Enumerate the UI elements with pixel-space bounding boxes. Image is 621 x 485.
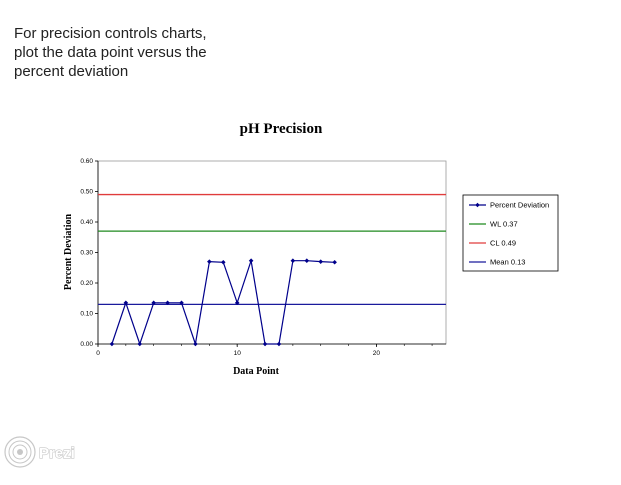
data-point-marker (248, 258, 254, 264)
legend-label: CL 0.49 (490, 239, 516, 248)
data-point-marker (290, 258, 296, 264)
prezi-logo-icon (4, 436, 36, 468)
data-point-marker (304, 258, 310, 264)
data-point-marker (220, 259, 226, 265)
legend-box (462, 194, 559, 272)
y-tick-label: 0.60 (80, 158, 93, 165)
data-point-marker (165, 300, 170, 306)
data-point-marker (151, 300, 156, 306)
slide-text-line-1: For precision controls charts, (14, 25, 207, 42)
prezi-logo: Prezi (2, 433, 82, 471)
y-tick-label: 0.40 (80, 219, 93, 226)
data-point-marker (234, 300, 240, 306)
plot-frame (97, 160, 447, 345)
x-tick-label: 0 (96, 350, 100, 357)
y-axis-label: Percent Deviation (63, 213, 74, 290)
data-point-marker (318, 259, 324, 264)
y-tick-label: 0.30 (80, 250, 93, 257)
chart-legend: Percent Deviation WL 0.37 CL 0.49 Mean 0.13 (462, 194, 559, 272)
y-tick-label: 0.00 (80, 341, 93, 348)
data-point-marker (276, 341, 282, 347)
data-point-marker (332, 259, 337, 265)
slide-text-line-2: plot the data point versus the (14, 44, 207, 61)
legend-marker (475, 202, 480, 208)
x-tick-label: 10 (234, 350, 242, 357)
legend-label: Mean 0.13 (490, 258, 525, 267)
data-point-marker (262, 341, 268, 347)
data-point-marker (193, 341, 198, 347)
legend-label: Percent Deviation (490, 201, 549, 210)
legend-label: WL 0.37 (490, 220, 518, 229)
slide-text: For precision controls charts, plot the … (14, 24, 254, 81)
prezi-logo-text: Prezi (39, 445, 75, 462)
data-point-marker (137, 341, 143, 347)
data-point-marker (179, 300, 184, 306)
x-tick-label: 20 (373, 350, 381, 357)
y-tick-label: 0.20 (80, 280, 93, 287)
data-point-marker (109, 341, 115, 347)
data-point-marker (123, 300, 129, 306)
chart-title: pH Precision (240, 121, 323, 137)
series-line-percent-deviation (111, 260, 335, 346)
y-tick-label: 0.50 (80, 189, 93, 196)
y-tick-label: 0.10 (80, 311, 93, 318)
slide-text-line-3: percent deviation (14, 63, 129, 80)
data-point-marker (207, 259, 212, 264)
plot-area: 0.00 0.10 0.20 0.30 0.40 0.50 0.60 0 10 20 (80, 158, 447, 357)
x-axis-label: Data Point (233, 366, 280, 377)
